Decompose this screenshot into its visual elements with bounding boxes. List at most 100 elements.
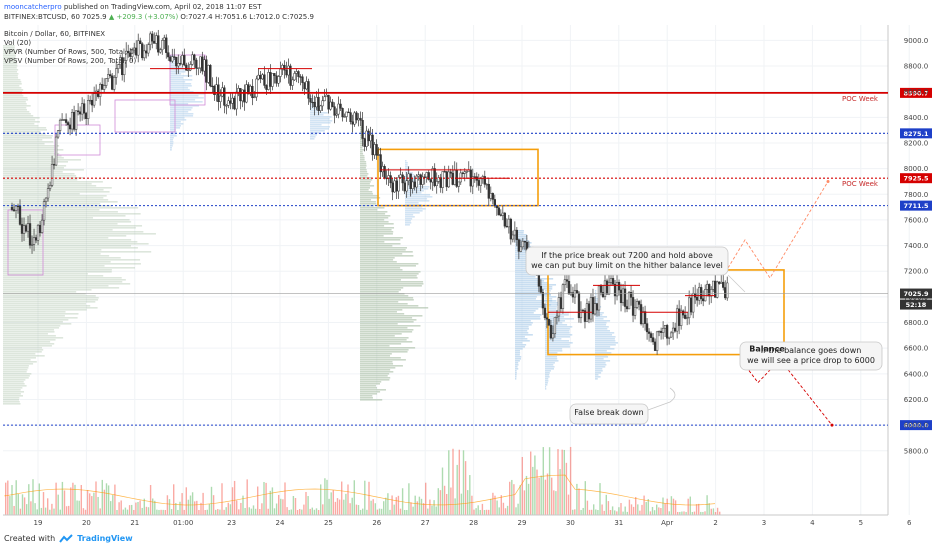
volume-bar (689, 496, 691, 515)
vpsv-row-2 (545, 364, 554, 366)
vpsv-row-3 (595, 332, 615, 334)
poc-week-label-0: POC Week (842, 95, 879, 103)
volume-bar (429, 499, 431, 515)
vpsv-row-2 (545, 326, 573, 328)
vpsv-row-0 (360, 369, 391, 371)
volume-bar (557, 449, 559, 515)
candle-body (243, 89, 246, 103)
volume-bar (131, 504, 133, 515)
volume-bar (687, 498, 689, 515)
y-tick-0: 5800.0 (904, 447, 929, 455)
candle-body (639, 304, 643, 325)
candle-body (131, 49, 134, 57)
volume-bar (544, 479, 547, 515)
vpsv-row-0 (360, 219, 385, 221)
vpvr-row (3, 323, 72, 325)
candle-body (151, 33, 154, 42)
vpvr-row (3, 379, 26, 381)
vpsv-row-5 (310, 114, 324, 116)
vpsv-row-1 (515, 288, 553, 290)
annotations[interactable]: If the price break out 7200 and hold abo… (525, 246, 883, 425)
candle-body (377, 154, 380, 156)
level-price-tag-0 (900, 87, 932, 98)
price-levels[interactable]: 8590.7 POC Week 8275.1 7925.5 POC Week 7711.5… (3, 68, 932, 431)
vpsv-row-2 (545, 302, 562, 304)
legend-line-1[interactable]: Vol (20) (4, 39, 31, 47)
volume-bar (248, 507, 250, 515)
vpvr-row (3, 375, 30, 377)
x-tick-1: 20 (82, 519, 91, 527)
vpvr-row (3, 281, 123, 283)
level-price-tag-1 (900, 128, 932, 139)
vpsv-row-2 (545, 372, 550, 374)
candle-body (187, 69, 190, 72)
candle-body (597, 285, 601, 311)
candle-body (551, 333, 555, 339)
volume-bar (450, 487, 452, 515)
vpsv-row-2 (545, 330, 570, 332)
volume-bar (30, 501, 32, 515)
candle-body (137, 40, 140, 56)
y-tick-8: 7400.0 (904, 242, 929, 250)
volume-bar (502, 502, 505, 515)
legend-line-2[interactable]: VPVR (Number Of Rows, 500, Total, 0) (4, 48, 137, 56)
volume-bar (200, 502, 202, 515)
candle-body (627, 292, 631, 310)
vpsv-row-6 (405, 220, 411, 222)
note-false-break[interactable]: False break down (569, 403, 649, 425)
candle-body (293, 73, 296, 81)
vpsv-row-3 (595, 324, 607, 326)
note-breakout[interactable]: If the price break out 7200 and hold abo… (525, 246, 729, 276)
legend-line-0[interactable]: Bitcoin / Dollar, 60, BITFINEX (4, 30, 105, 38)
vpvr-row (3, 103, 27, 105)
volume-bar (162, 509, 164, 515)
vpsv-row-0 (360, 145, 363, 147)
candle-body (349, 112, 352, 122)
volume-bar (89, 493, 91, 515)
volume-bar (322, 504, 324, 515)
candle-body (463, 171, 466, 174)
vpsv-row-0 (360, 337, 409, 339)
candle-body (417, 174, 420, 177)
author-name[interactable]: mooncatcherpro (4, 3, 62, 11)
time-axis[interactable]: 19 20 21 01:00 23 24 25 26 27 28 29 30 31 Apr 2 3 4 5 6 (3, 514, 912, 527)
volume-bar (380, 508, 383, 515)
volume-bar (341, 481, 343, 515)
vpvr-row (3, 179, 78, 181)
vpsv-row-1 (515, 340, 530, 342)
volume-bar (120, 500, 122, 515)
vpsv-row-6 (405, 224, 410, 226)
volume-bar (584, 481, 586, 515)
vpsv-row-1 (515, 336, 525, 338)
candle-body (329, 101, 332, 110)
candle-body (355, 112, 358, 121)
vpsv-row-0 (360, 371, 394, 373)
price-axis[interactable]: 5800.06000.06200.06400.06600.06800.07000… (900, 37, 932, 455)
balance-box-upper (377, 148, 539, 207)
candle-body (439, 177, 442, 188)
volume-bar (311, 507, 313, 515)
volume-bar (303, 504, 305, 515)
vpsv-row-2 (545, 356, 558, 358)
vpsv-row-3 (595, 300, 598, 302)
legend-line-3[interactable]: VPSV (Number Of Rows, 200, Total, 0) (4, 57, 136, 65)
volume-bar (580, 509, 582, 515)
price-candles[interactable] (3, 29, 888, 355)
candle-body (32, 237, 36, 245)
candle-body (405, 180, 408, 192)
vpsv-row-0 (360, 265, 416, 267)
candle-body (117, 64, 120, 69)
volume-bar (578, 488, 580, 515)
candle-body (159, 49, 162, 53)
volume-bars (4, 446, 721, 515)
vpsv-row-3 (595, 320, 611, 322)
brand-label[interactable]: TradingView (77, 534, 133, 543)
volume-bar (23, 497, 26, 515)
candle-body (485, 183, 488, 186)
volume-bar (647, 499, 649, 515)
volume-bar (112, 495, 114, 515)
vpsv-row-1 (515, 312, 534, 314)
vpvr-row (3, 227, 136, 229)
